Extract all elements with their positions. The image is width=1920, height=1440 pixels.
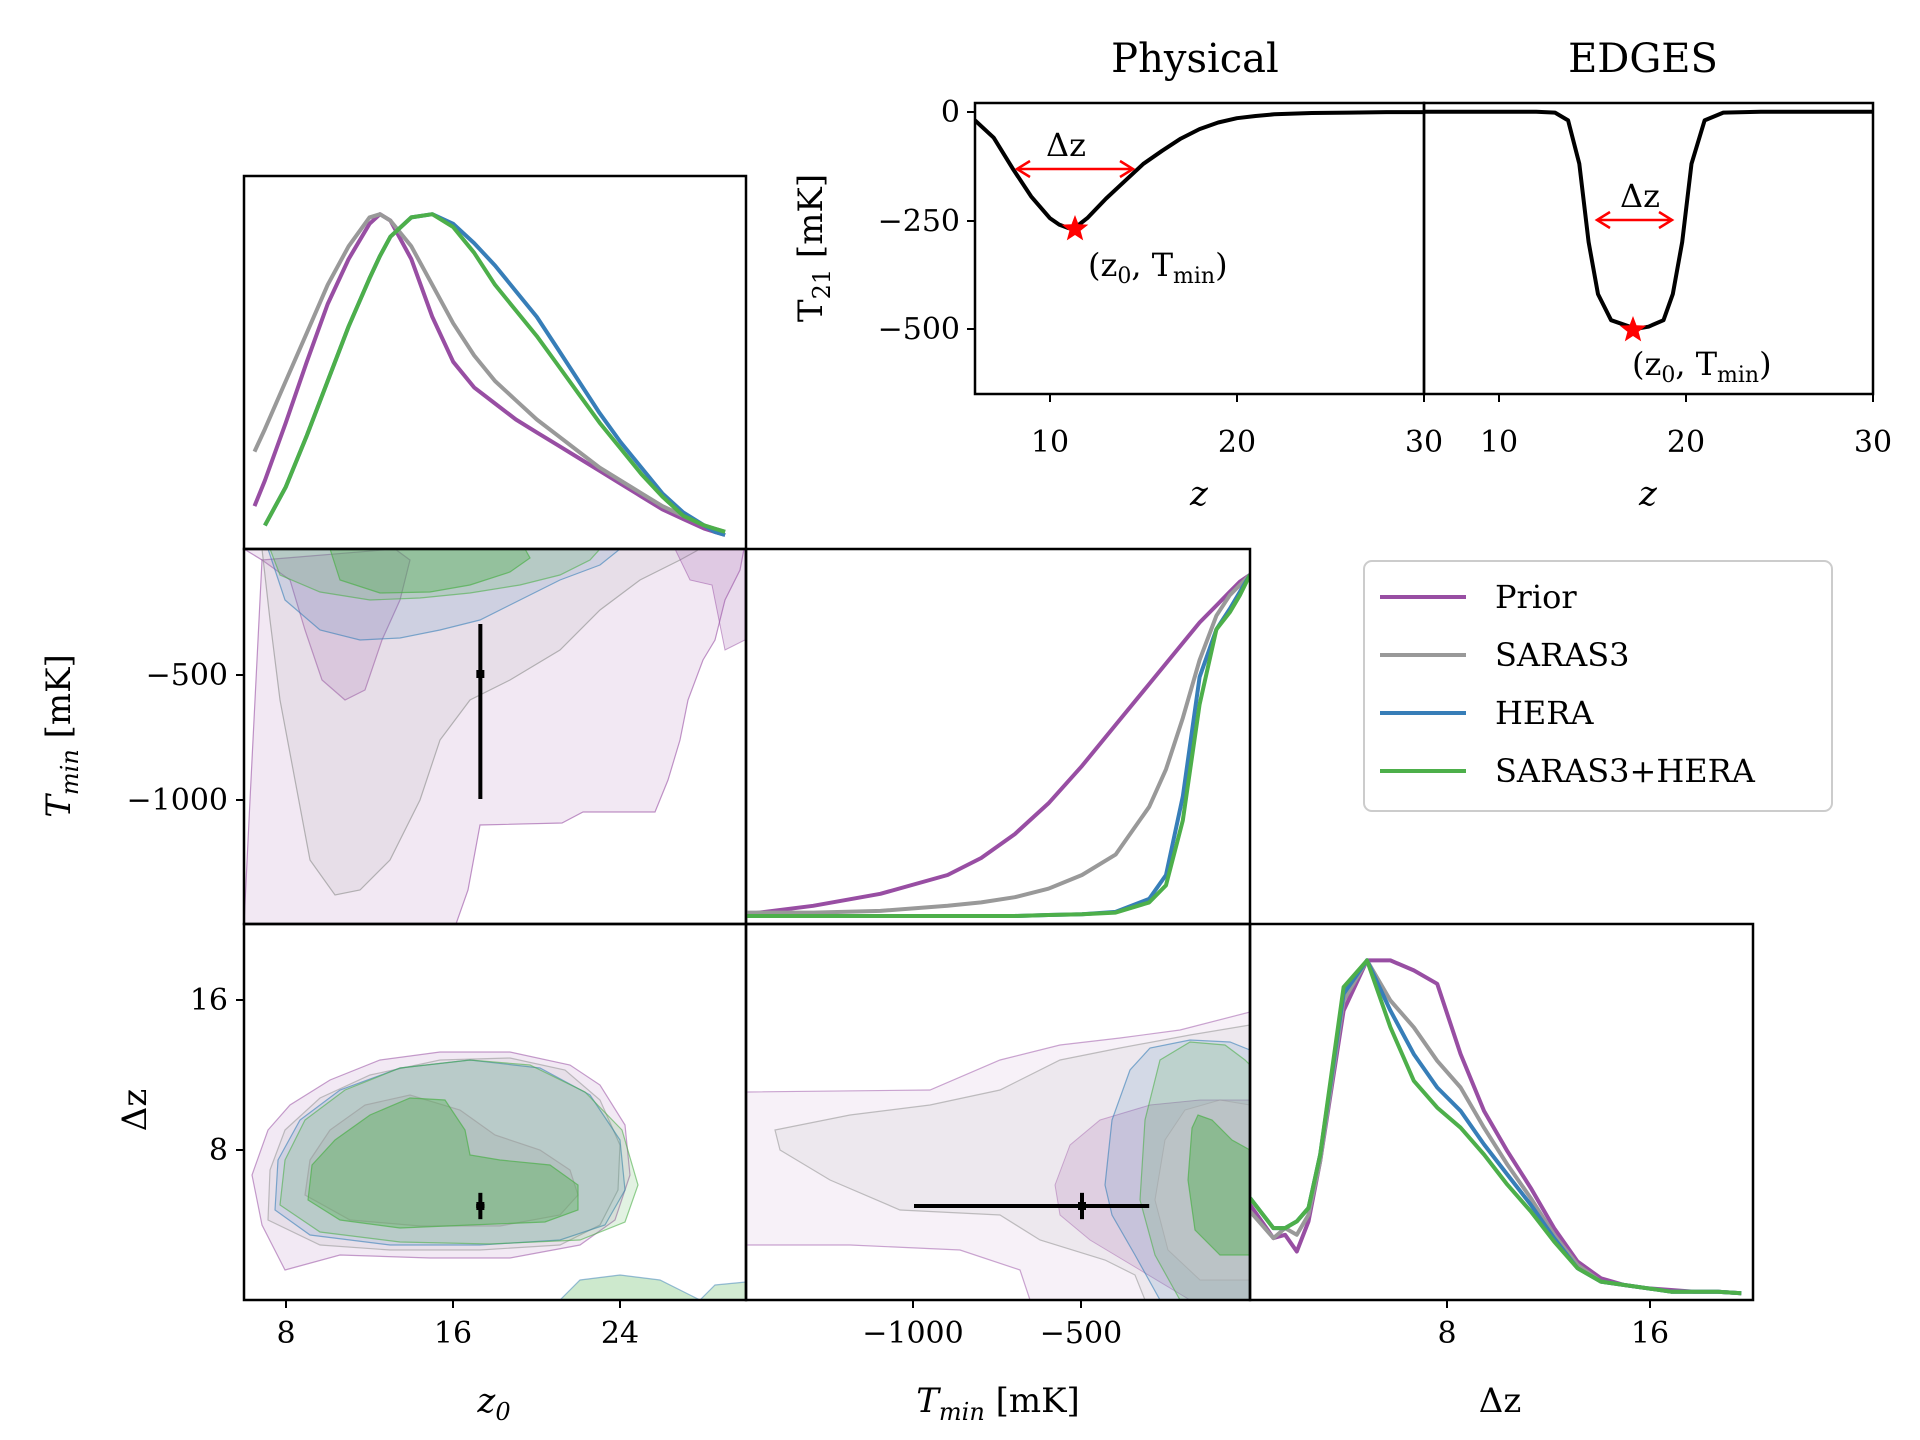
z0-tmin-contours xyxy=(244,549,746,924)
legend-label-hera: HERA xyxy=(1495,694,1594,732)
phys-dz-label: Δz xyxy=(1046,126,1086,164)
ytick-neg500: −500 xyxy=(878,312,960,347)
tmin-axis-label: Tmin [mK] xyxy=(916,1381,1080,1426)
z0-xtick-16: 16 xyxy=(434,1316,472,1351)
z0-xtick-24: 24 xyxy=(601,1316,639,1351)
tmin-xtick-neg1000: −1000 xyxy=(862,1316,963,1351)
physical-title: Physical xyxy=(1111,36,1279,82)
phys-xlabel: z xyxy=(1189,474,1209,514)
tmin-marginal-curves xyxy=(746,573,1250,918)
edges-title: EDGES xyxy=(1568,36,1718,82)
physical-curve-group xyxy=(975,110,1424,231)
phys-xtick-30: 30 xyxy=(1405,425,1443,460)
phys-xtick-20: 20 xyxy=(1218,425,1256,460)
tmin-dz-truth-marker xyxy=(914,1192,1150,1220)
edges-minimum-label: (z0, Tmin) xyxy=(1632,345,1772,388)
physCurve-line xyxy=(975,110,1424,231)
dz-marginal-frame xyxy=(1248,922,1755,1302)
phys-minimum-star xyxy=(1061,215,1089,241)
legend-label-saras3-hera: SARAS3+HERA xyxy=(1495,752,1756,790)
legend: Prior SARAS3 HERA SARAS3+HERA xyxy=(1363,560,1833,812)
ytick-neg250: −250 xyxy=(878,204,960,239)
tminMarg-prior-line xyxy=(746,573,1250,917)
dz-ytick-16: 16 xyxy=(190,983,228,1018)
phys-xtick-10: 10 xyxy=(1031,425,1069,460)
dz-ytick-8: 8 xyxy=(209,1133,228,1168)
z0-dz-truth-marker xyxy=(476,1192,485,1220)
signal-panels: Physical EDGES 0 −250 −500 T21 [mK] 10 2… xyxy=(791,36,1892,514)
tmin-ytick-neg500: −500 xyxy=(146,658,228,693)
edges-xtick-20: 20 xyxy=(1667,425,1705,460)
dz-yaxis-label: Δz xyxy=(115,1089,155,1131)
t21-axis-label: T21 [mK] xyxy=(791,174,836,322)
edges-minimum-star xyxy=(1619,316,1647,342)
tminMarg-saras3-line xyxy=(746,573,1250,915)
edges-dz-label: Δz xyxy=(1620,177,1660,215)
z0Marg-prior-line xyxy=(252,212,726,537)
legend-label-saras3: SARAS3 xyxy=(1495,636,1630,674)
tminMarg-saras3-hera-line xyxy=(746,573,1250,918)
dz-xtick-8: 8 xyxy=(1437,1316,1456,1351)
edges-xlabel: z xyxy=(1638,474,1658,514)
z0Marg-saras3-hera-line xyxy=(263,212,726,534)
truthB-point xyxy=(476,1202,485,1210)
z0Marg-saras3-line xyxy=(252,212,726,534)
z0-axis-label: z0 xyxy=(476,1381,510,1426)
legend-box xyxy=(1363,560,1833,812)
dz-xtick-16: 16 xyxy=(1631,1316,1669,1351)
z0-marginal-curves xyxy=(252,212,726,537)
corner-plot: −500 −1000 16 8 8 16 24 −1000 −500 8 16 … xyxy=(39,174,1755,1426)
dzMarg-saras3-hera-line xyxy=(1250,958,1742,1296)
z0-xtick-8: 8 xyxy=(276,1316,295,1351)
dz-marginal-curves xyxy=(1250,958,1742,1296)
tmin-ytick-neg1000: −1000 xyxy=(127,783,228,818)
dz-axis-label: Δz xyxy=(1479,1381,1521,1421)
z0-tmin-truth-marker xyxy=(476,624,485,799)
ytick-0: 0 xyxy=(941,95,960,130)
phys-dz-arrow xyxy=(1014,159,1136,179)
edges-xtick-30: 30 xyxy=(1854,425,1892,460)
edges-xtick-10: 10 xyxy=(1480,425,1518,460)
tmin-xtick-neg500: −500 xyxy=(1040,1316,1122,1351)
z0-dz-contours xyxy=(251,1051,746,1300)
tmin-dz-contours xyxy=(746,1011,1250,1300)
edges-dz-arrow xyxy=(1594,210,1675,230)
edges-frame xyxy=(1422,101,1875,396)
truthC-point xyxy=(1078,1202,1086,1210)
tmin-yaxis-label: Tmin [mK] xyxy=(39,654,84,818)
truthA-point xyxy=(476,670,485,678)
legend-label-prior: Prior xyxy=(1495,578,1577,616)
